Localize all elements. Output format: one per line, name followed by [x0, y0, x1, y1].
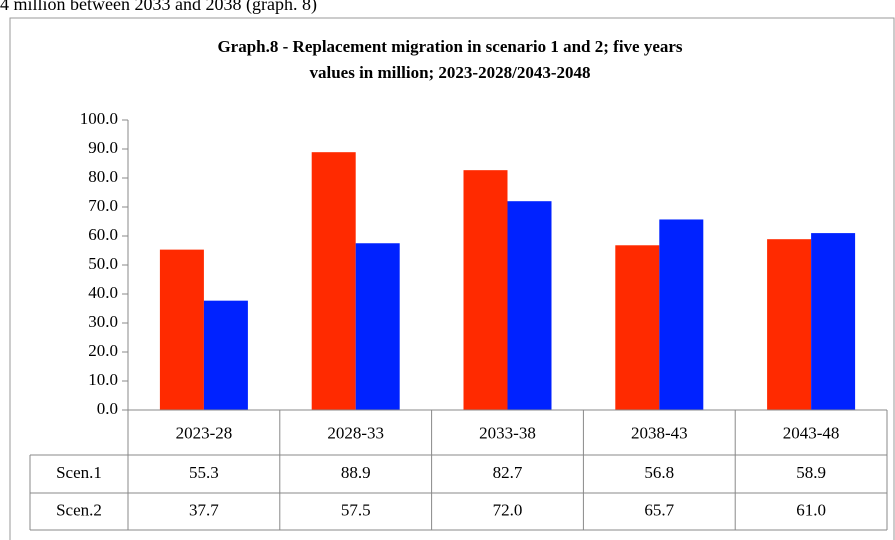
table-value: 56.8	[644, 463, 674, 482]
bar	[311, 152, 356, 410]
bar	[615, 245, 660, 410]
x-tick-label: 2043-48	[783, 423, 840, 442]
table-value: 65.7	[644, 500, 674, 519]
y-tick-label: 10.0	[88, 370, 118, 389]
x-tick-label: 2033-38	[479, 423, 536, 442]
bar	[355, 243, 400, 410]
chart-frame	[9, 17, 895, 540]
table-value: 61.0	[796, 500, 826, 519]
y-tick-label: 0.0	[97, 399, 118, 418]
y-tick-label: 70.0	[88, 196, 118, 215]
legend-label: Scen.1	[56, 463, 102, 482]
bar	[507, 201, 552, 410]
y-tick-label: 30.0	[88, 312, 118, 331]
bar	[767, 239, 812, 410]
y-tick-label: 80.0	[88, 167, 118, 186]
table-value: 57.5	[341, 500, 371, 519]
y-tick-label: 50.0	[88, 254, 118, 273]
y-tick-label: 90.0	[88, 138, 118, 157]
x-tick-label: 2038-43	[631, 423, 688, 442]
y-tick-label: 40.0	[88, 283, 118, 302]
chart-title: Graph.8 - Replacement migration in scena…	[217, 37, 682, 56]
table-value: 37.7	[189, 500, 219, 519]
table-value: 72.0	[493, 500, 523, 519]
y-tick-label: 100.0	[80, 109, 118, 128]
legend-label: Scen.2	[56, 500, 102, 519]
header-text: 4 million between 2033 and 2038 (graph. …	[0, 0, 317, 15]
y-tick-label: 60.0	[88, 225, 118, 244]
x-tick-label: 2028-33	[327, 423, 384, 442]
bar	[659, 219, 704, 410]
bar	[811, 233, 856, 410]
chart-title: values in million; 2023-2028/2043-2048	[310, 63, 591, 82]
table-value: 82.7	[493, 463, 523, 482]
bar	[159, 249, 204, 410]
bar	[463, 170, 508, 410]
table-value: 88.9	[341, 463, 371, 482]
table-value: 58.9	[796, 463, 826, 482]
y-tick-label: 20.0	[88, 341, 118, 360]
x-tick-label: 2023-28	[176, 423, 233, 442]
table-value: 55.3	[189, 463, 219, 482]
bar	[203, 300, 248, 410]
